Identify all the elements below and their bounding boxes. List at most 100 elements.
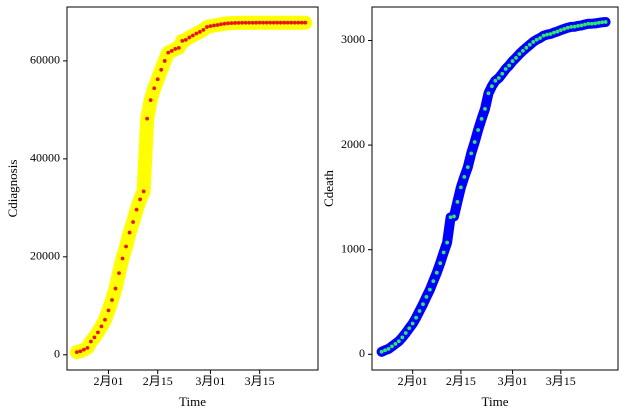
point [148,98,153,103]
point [510,59,515,63]
point [208,24,213,28]
point [427,287,432,292]
point [254,20,259,25]
point [205,25,209,29]
point [89,339,93,344]
point [500,71,505,76]
point [141,189,146,194]
point [145,116,150,121]
point [576,24,580,28]
point [176,45,181,50]
point [462,174,467,179]
point [434,270,439,275]
point [85,345,90,350]
point [110,298,114,302]
point [390,344,394,349]
point [507,63,512,68]
point [548,32,553,36]
point [386,346,391,351]
point [583,22,587,27]
point [538,36,543,40]
point [275,20,280,25]
point [120,256,125,261]
point [236,20,241,25]
point [106,308,111,313]
point [407,326,412,331]
point [78,349,83,354]
point [74,350,79,355]
point [296,20,301,25]
point [476,128,481,132]
point [489,84,494,89]
y-tick-label: 0 [359,346,365,360]
point [503,67,508,71]
point [496,76,501,80]
point [162,59,167,63]
x-tick-label: 2月01 [398,374,428,388]
point [589,21,594,26]
point [117,271,121,276]
point [169,49,174,53]
point [379,349,384,354]
x-tick-label: 3月01 [498,374,528,388]
point [527,42,532,47]
band [69,15,313,360]
point [212,23,216,28]
point [303,20,308,25]
point [458,185,463,190]
point [190,33,195,38]
point [517,52,522,56]
point [514,55,518,60]
point [396,339,401,344]
y-tick-label: 1000 [341,241,365,255]
point [173,47,178,51]
point [222,21,227,26]
point [445,240,450,245]
point [400,335,405,340]
x-tick-label: 3月15 [245,374,275,388]
point [99,324,104,329]
y-tick-label: 20000 [30,249,60,263]
point [268,20,273,25]
point [226,21,230,26]
point [103,317,107,322]
point [403,331,408,335]
point [240,20,244,25]
point [438,261,443,266]
point [180,38,185,43]
point [452,214,456,219]
point [552,30,556,35]
point [593,21,598,26]
point [586,21,591,26]
point [600,20,605,25]
x-tick-label: 2月15 [446,374,476,388]
point [472,140,477,144]
point [233,21,237,25]
point [155,77,160,82]
y-tick-label: 60000 [30,53,60,67]
point [113,286,118,291]
point [493,78,498,83]
point [201,27,206,32]
point [555,29,560,34]
plot-frame [371,6,619,371]
point [421,302,425,307]
x-tick-label: 3月15 [546,374,576,388]
point [264,20,269,25]
point [521,48,525,53]
point [124,244,128,249]
point [289,20,294,25]
point [579,23,584,28]
point [424,294,429,299]
point [96,330,100,335]
point [393,341,398,346]
point [219,22,223,27]
point [81,347,86,352]
point [187,35,192,40]
point [469,151,474,156]
y-tick-label: 0 [54,347,60,361]
point [292,20,297,25]
x-axis-title: Time [179,394,206,409]
point [596,20,601,25]
